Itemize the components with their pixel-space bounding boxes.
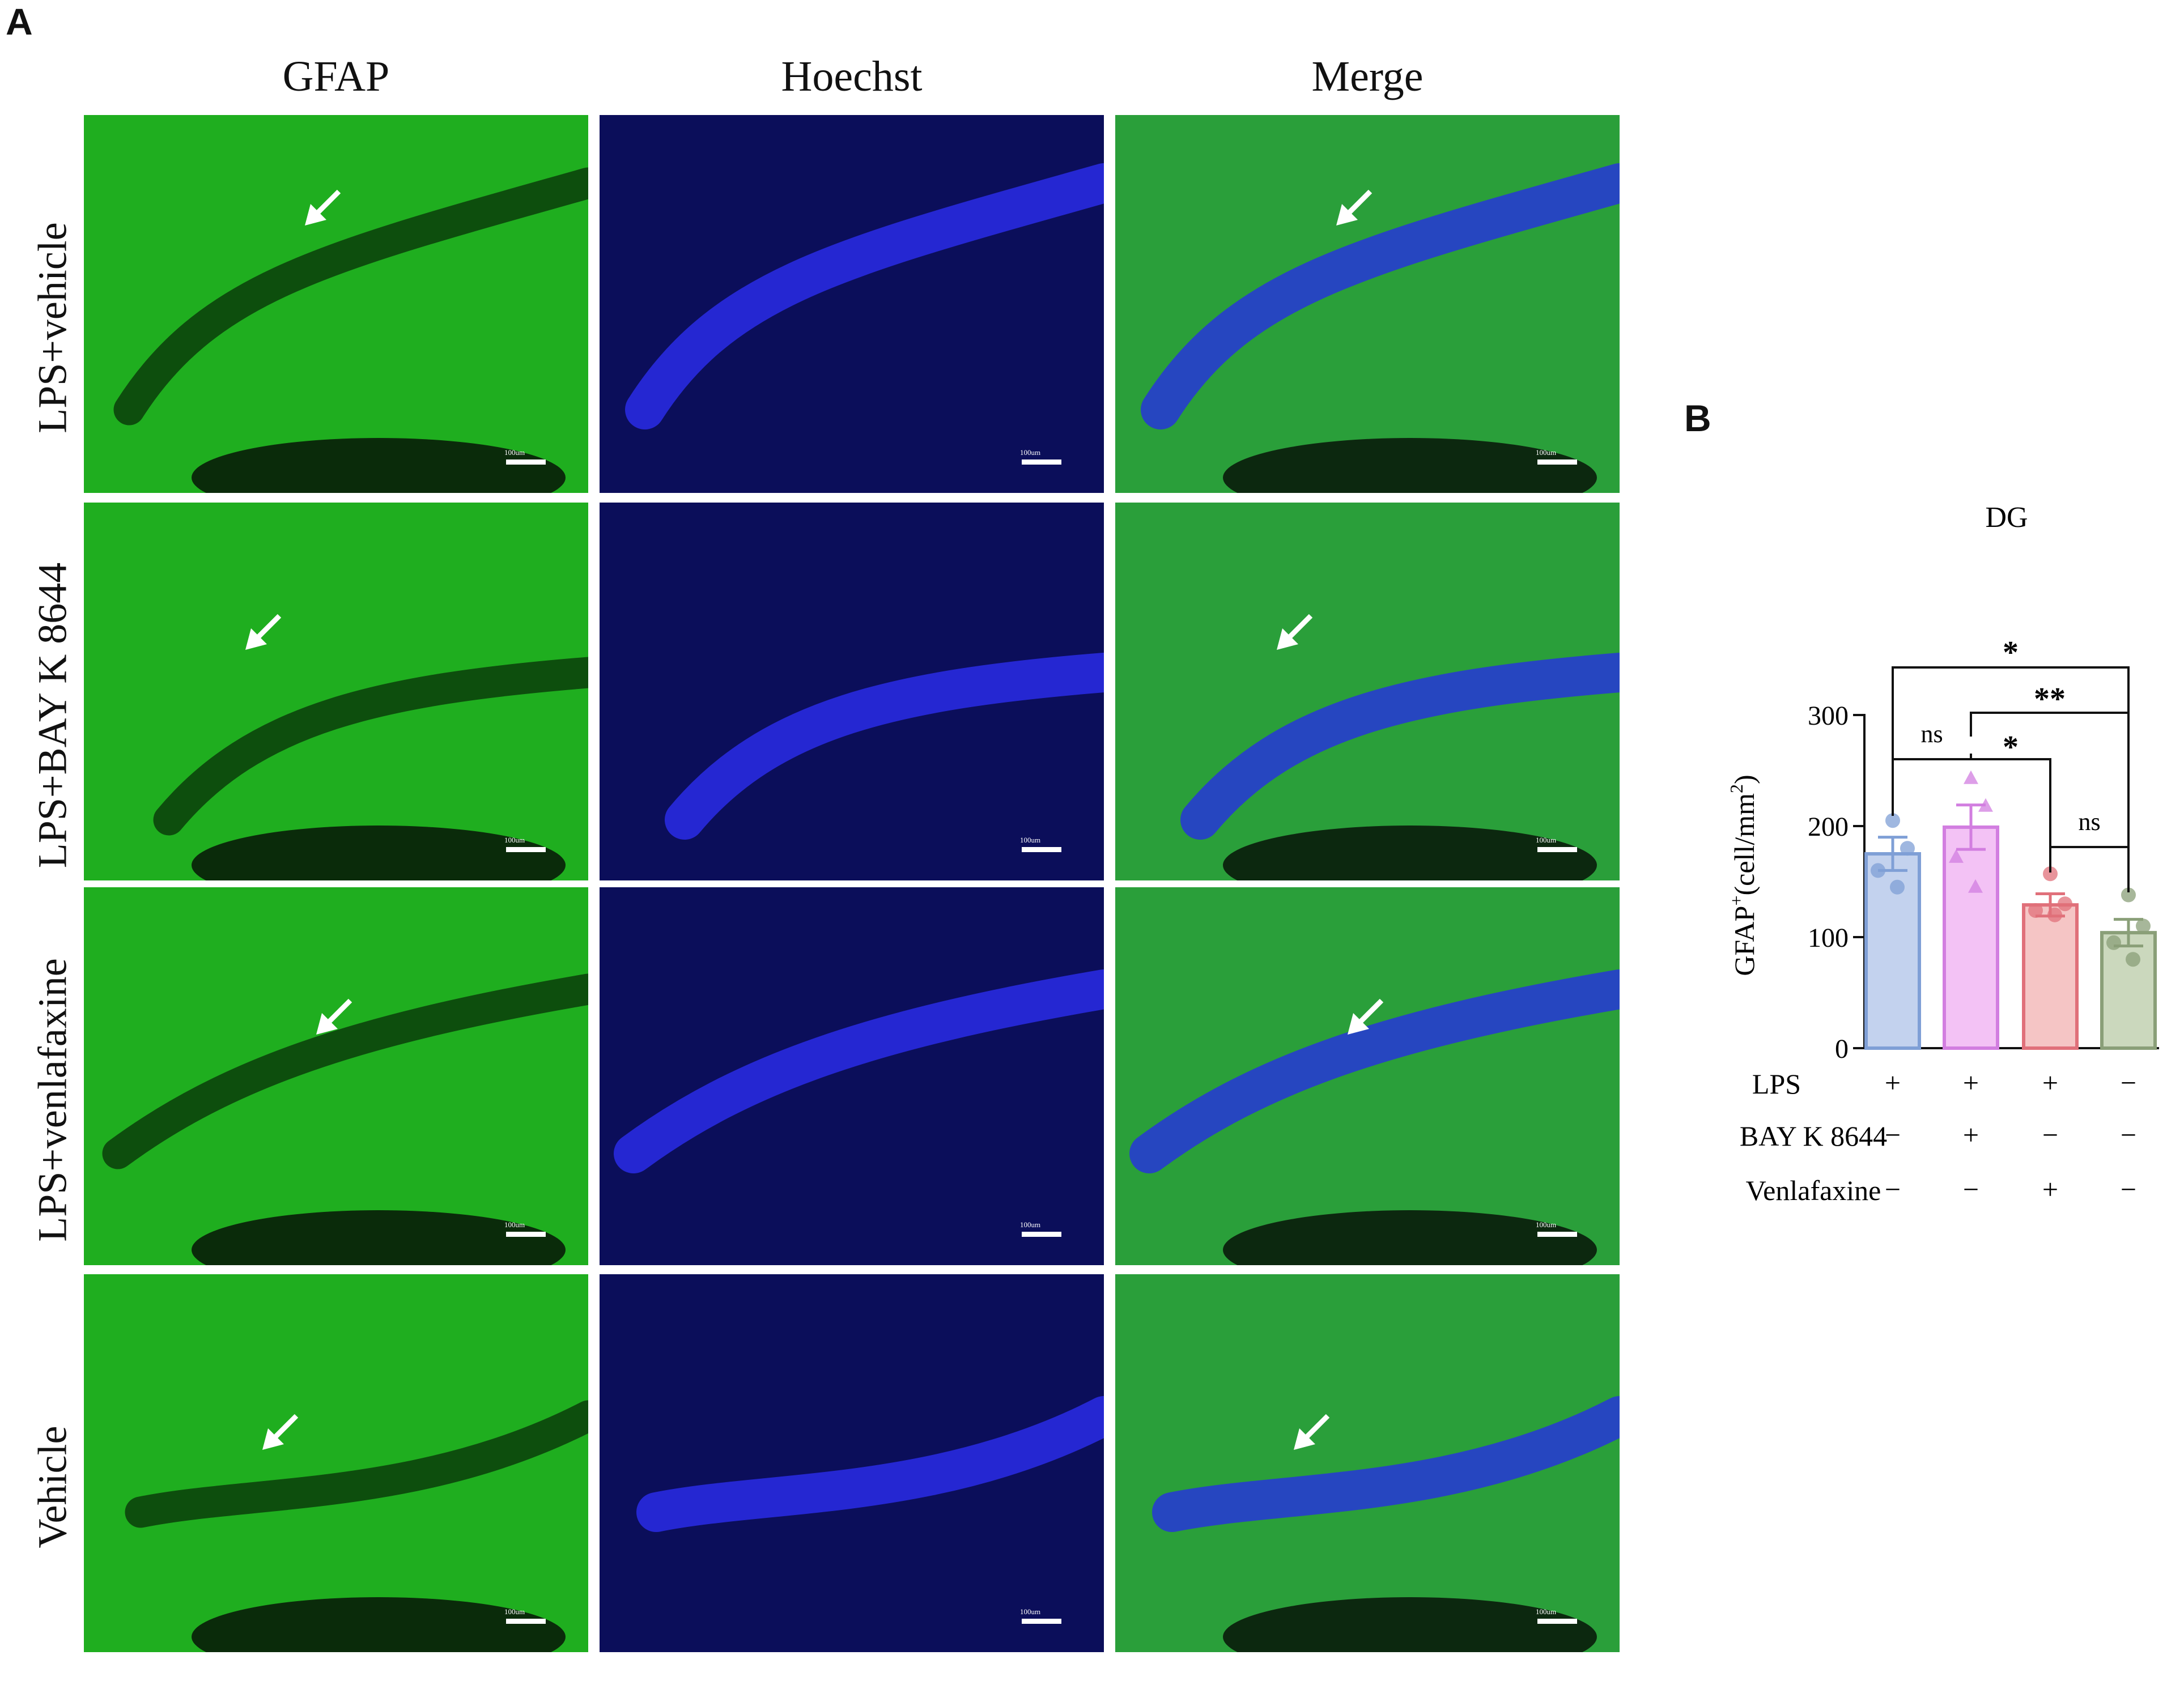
micrograph-gfap-row-4: 100um [84, 1274, 588, 1652]
data-point [2058, 896, 2072, 912]
scale-bar [506, 847, 546, 852]
data-point [1964, 770, 1978, 784]
micrograph-merge-row-3: 100um [1115, 887, 1620, 1265]
scale-bar-label: 100um [1020, 1220, 1041, 1229]
scale-bar [1537, 459, 1577, 465]
scale-bar [1537, 847, 1577, 852]
row-label-lps-vehicle: LPS+vehicle [29, 222, 75, 433]
condition-sign: − [1963, 1173, 1979, 1205]
scale-bar-label: 100um [1020, 836, 1041, 844]
condition-sign: + [1963, 1119, 1979, 1151]
significance-bracket [1892, 666, 2130, 892]
y-tick-label: 200 [1808, 812, 1849, 842]
significance-label: ns [1920, 720, 1943, 748]
panel-label-b: B [1684, 397, 1711, 439]
scale-bar-label: 100um [1536, 1607, 1557, 1616]
row-label-vehicle: Vehicle [29, 1426, 75, 1548]
condition-label: Venlafaxine [1746, 1175, 1881, 1206]
data-point [1900, 841, 1915, 856]
micrograph-hoechst-row-4: 100um [600, 1274, 1104, 1652]
bar-3 [2022, 903, 2079, 1050]
data-point [1890, 879, 1905, 895]
scale-bar [1022, 1619, 1061, 1624]
y-tick-label: 300 [1808, 701, 1849, 731]
scale-bar-label: 100um [1020, 1607, 1041, 1616]
scale-bar-label: 100um [504, 448, 525, 457]
scale-bar-label: 100um [1020, 448, 1041, 457]
data-point [2136, 918, 2151, 934]
scale-bar [506, 1619, 546, 1624]
significance-label: ns [2078, 808, 2100, 836]
data-point [2121, 887, 2136, 903]
micrograph-gfap-row-3: 100um [84, 887, 588, 1265]
column-header-gfap: GFAP [282, 53, 390, 100]
scale-bar [1537, 1619, 1577, 1624]
data-point [1949, 849, 1964, 863]
y-tick-label: 0 [1835, 1034, 1849, 1064]
scale-bar [1022, 1232, 1061, 1237]
data-point [2047, 907, 2062, 922]
data-point [1978, 798, 1993, 812]
data-point [2106, 935, 2121, 950]
column-header-merge: Merge [1311, 53, 1424, 100]
condition-label: LPS [1752, 1068, 1801, 1100]
column-header-hoechst: Hoechst [781, 53, 923, 100]
condition-sign: + [1885, 1067, 1901, 1099]
significance-label: * [2003, 635, 2019, 670]
data-point [1885, 813, 1900, 828]
row-label-lps-bayk8644: LPS+BAY K 8644 [29, 562, 75, 869]
panel-label-a: A [6, 1, 33, 42]
scale-bar-label: 100um [1536, 836, 1557, 844]
micrograph-gfap-row-2: 100um [84, 503, 588, 880]
condition-label: BAY K 8644 [1740, 1120, 1887, 1152]
data-point [1968, 879, 1983, 893]
row-label-lps-venlafaxine: LPS+venlafaxine [29, 958, 75, 1242]
micrograph-merge-row-1: 100um [1115, 115, 1620, 493]
data-point [2028, 903, 2043, 918]
significance-bracket [1892, 758, 1971, 816]
significance-bracket [1970, 754, 2051, 850]
condition-sign: − [1885, 1173, 1901, 1205]
scale-bar-label: 100um [504, 1607, 525, 1616]
scale-bar-label: 100um [504, 836, 525, 844]
condition-sign: − [2121, 1119, 2136, 1151]
condition-sign: − [1885, 1119, 1901, 1151]
significance-label: * [2003, 730, 2019, 765]
data-point [1871, 863, 1885, 878]
scale-bar [1022, 847, 1061, 852]
micrograph-merge-row-4: 100um [1115, 1274, 1620, 1652]
bar-4 [2100, 931, 2157, 1050]
y-tick-label: 100 [1808, 923, 1849, 953]
condition-sign: + [2042, 1173, 2058, 1205]
condition-sign: + [2042, 1067, 2058, 1099]
data-point [2043, 866, 2058, 882]
scale-bar-label: 100um [1536, 448, 1557, 457]
scale-bar [1022, 459, 1061, 465]
scale-bar [506, 1232, 546, 1237]
y-axis-label: GFAP+(cell/mm2) [1726, 775, 1760, 976]
condition-sign: − [2121, 1067, 2136, 1099]
chart-title: DG [1985, 501, 2028, 534]
micrograph-hoechst-row-1: 100um [600, 115, 1104, 493]
significance-label: ** [2034, 682, 2066, 717]
condition-sign: + [1963, 1067, 1979, 1099]
micrograph-hoechst-row-3: 100um [600, 887, 1104, 1265]
scale-bar-label: 100um [504, 1220, 525, 1229]
scale-bar [506, 459, 546, 465]
scale-bar-label: 100um [1536, 1220, 1557, 1229]
scale-bar [1537, 1232, 1577, 1237]
condition-sign: − [2121, 1173, 2136, 1205]
micrograph-gfap-row-1: 100um [84, 115, 588, 493]
micrograph-merge-row-2: 100um [1115, 503, 1620, 880]
significance-bracket [2049, 846, 2130, 892]
micrograph-hoechst-row-2: 100um [600, 503, 1104, 880]
condition-sign: − [2042, 1119, 2058, 1151]
data-point [2126, 952, 2140, 967]
